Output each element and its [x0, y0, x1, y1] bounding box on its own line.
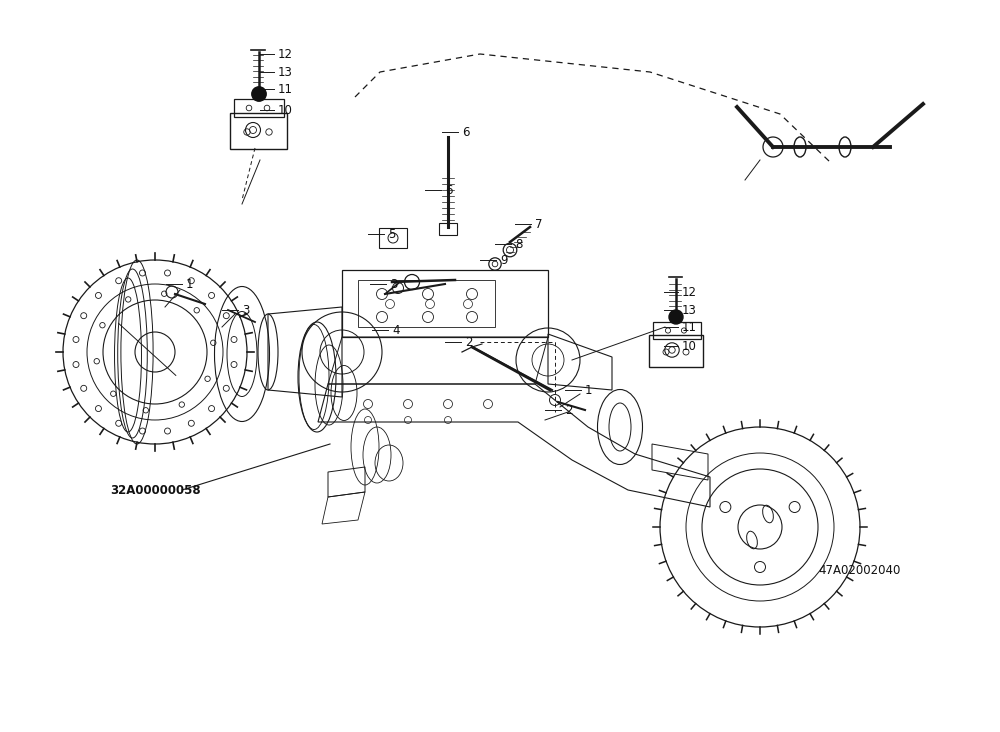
- Text: 10: 10: [682, 340, 697, 353]
- Text: 12: 12: [278, 48, 293, 61]
- Text: 3: 3: [242, 304, 249, 316]
- Text: 7: 7: [535, 217, 542, 231]
- Text: 8: 8: [515, 237, 522, 250]
- Text: 4: 4: [392, 324, 400, 337]
- Text: 10: 10: [278, 103, 293, 116]
- Text: 1: 1: [585, 384, 592, 397]
- Text: 12: 12: [682, 285, 697, 299]
- Text: 6: 6: [462, 125, 470, 138]
- Text: 13: 13: [682, 304, 697, 316]
- Text: 9: 9: [500, 253, 508, 266]
- Text: 47A02002040: 47A02002040: [818, 564, 900, 577]
- Text: 11: 11: [682, 321, 697, 334]
- Text: 3: 3: [390, 277, 397, 291]
- Text: 6: 6: [445, 184, 452, 196]
- Text: 11: 11: [278, 83, 293, 95]
- Text: 2: 2: [565, 403, 572, 417]
- Text: 5: 5: [388, 228, 395, 241]
- Circle shape: [669, 310, 683, 324]
- Text: 13: 13: [278, 65, 293, 78]
- Text: 32A00000058: 32A00000058: [110, 484, 201, 496]
- Text: 1: 1: [186, 277, 194, 291]
- Text: 2: 2: [465, 335, 473, 348]
- Circle shape: [252, 87, 266, 101]
